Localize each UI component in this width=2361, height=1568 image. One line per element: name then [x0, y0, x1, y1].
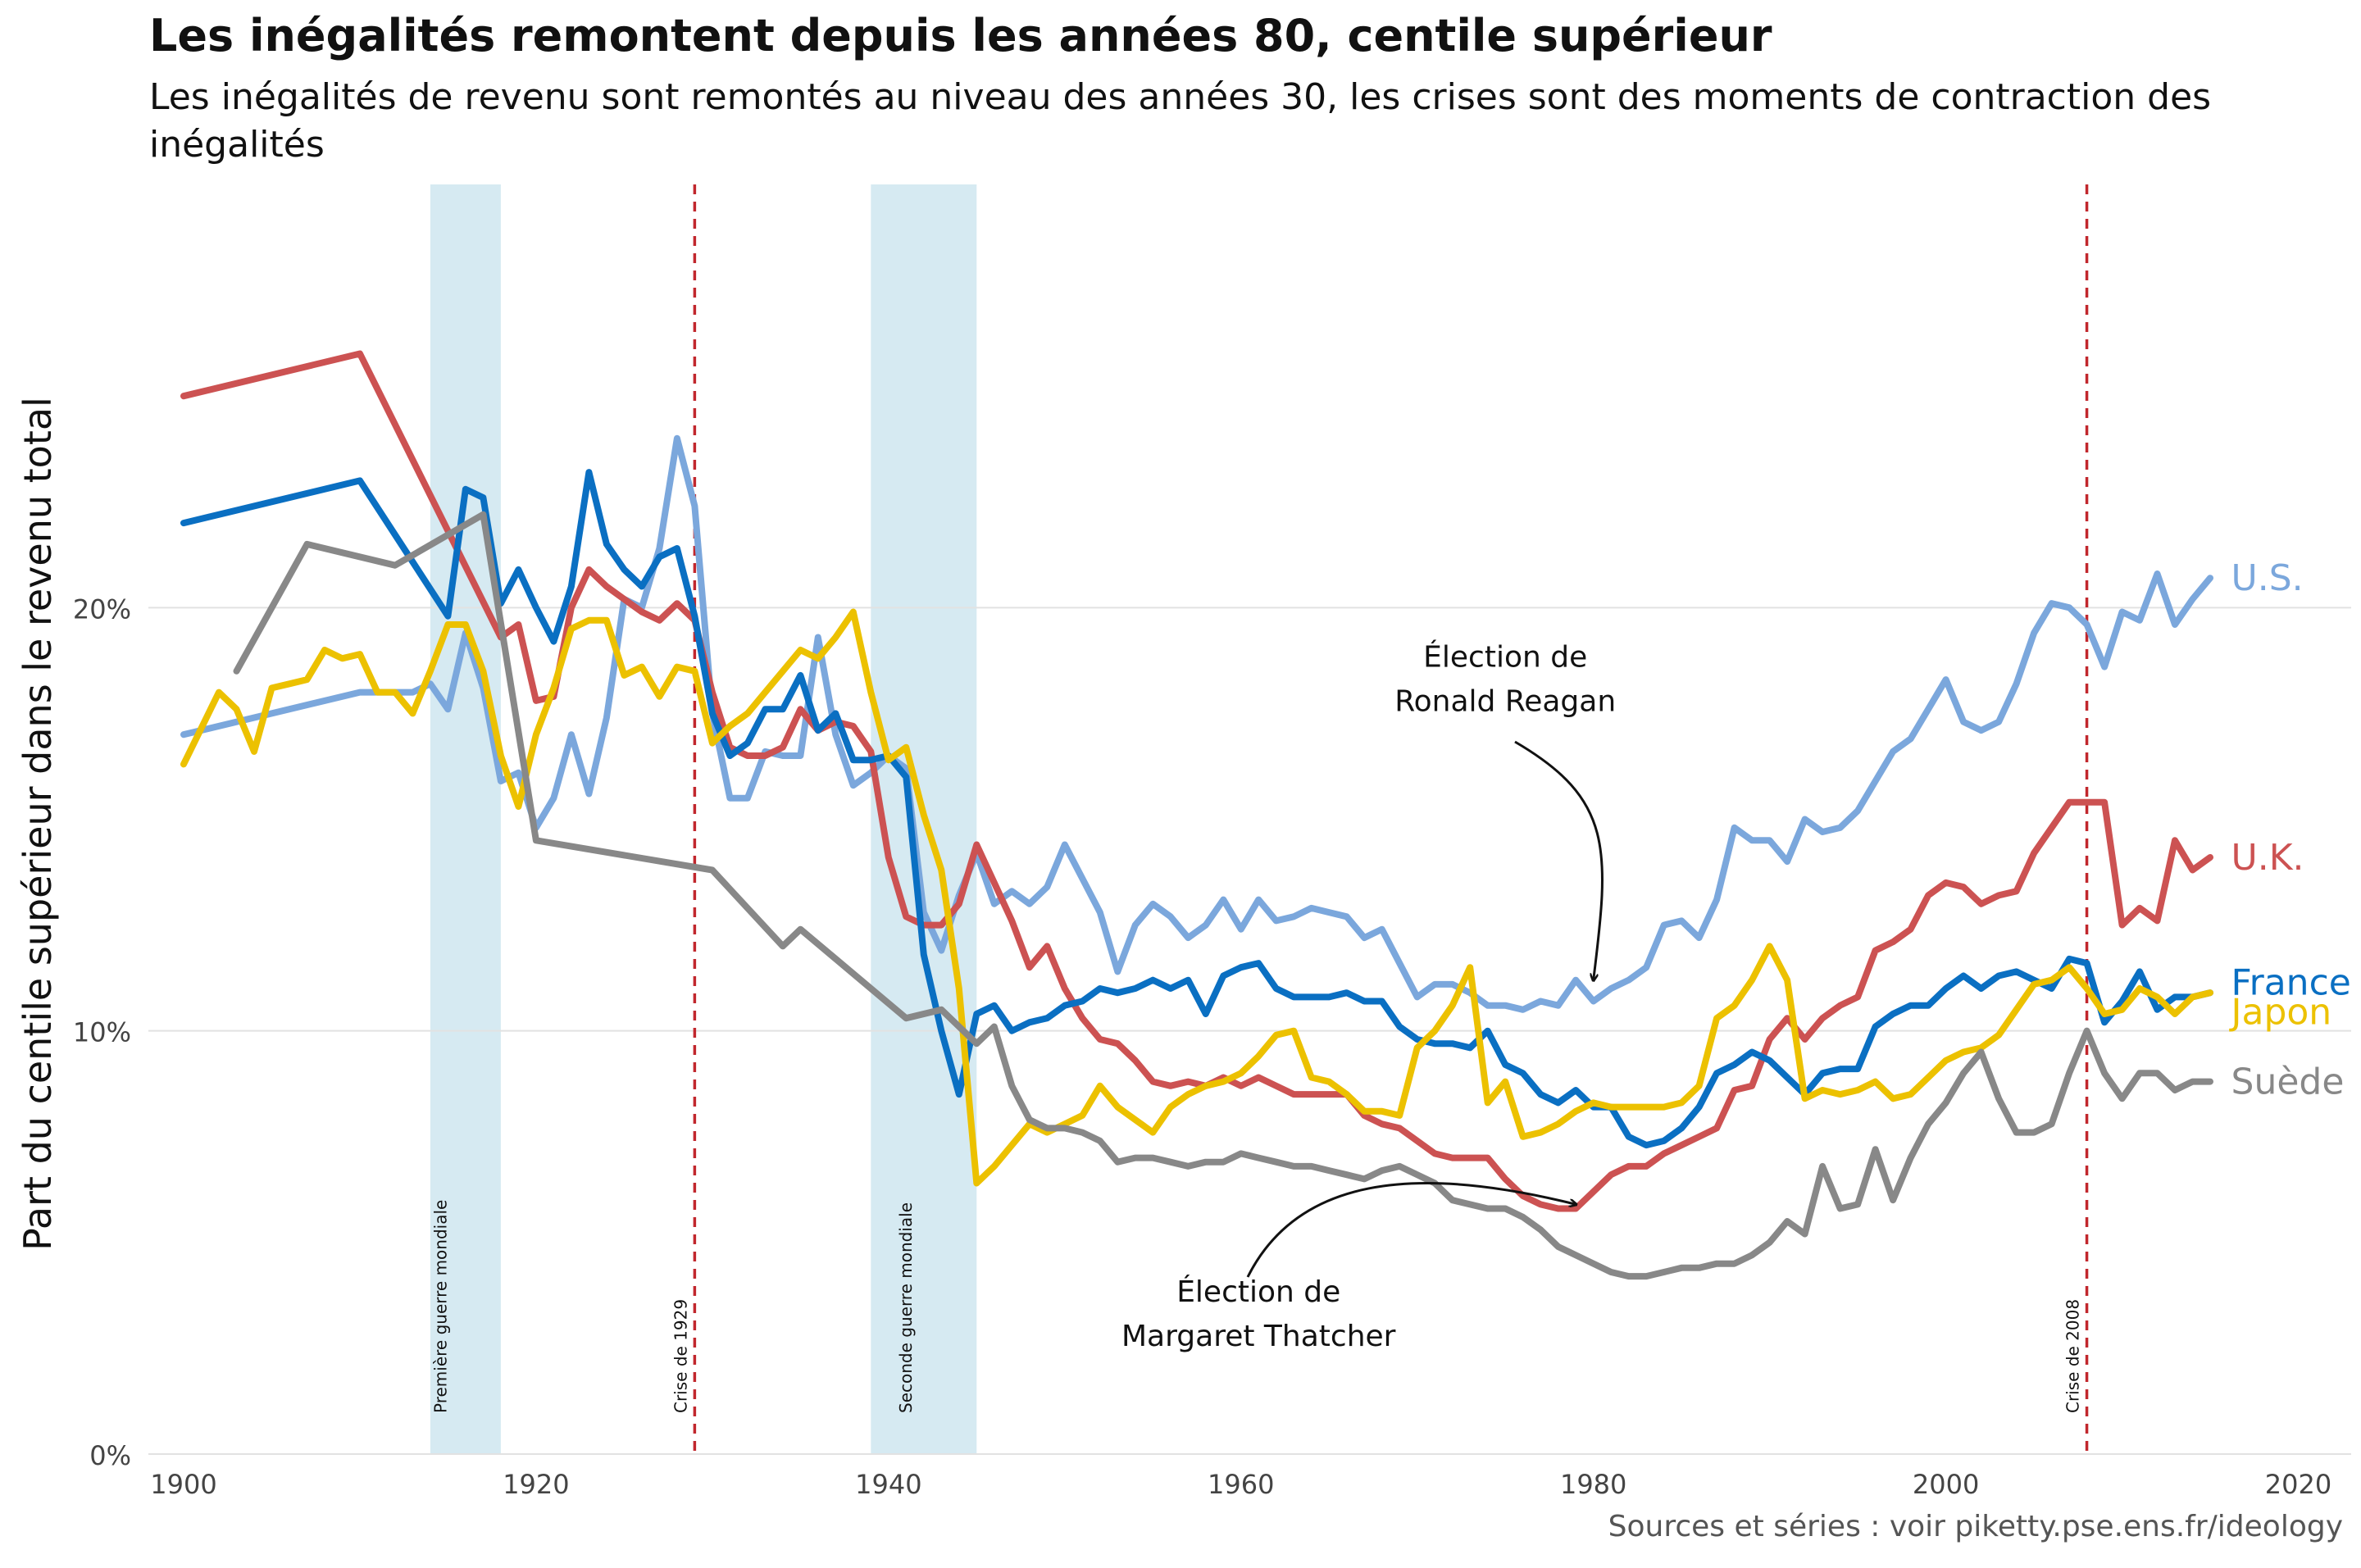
- x-tick-label: 1920: [503, 1469, 569, 1500]
- series-end-label: Suède: [2231, 1061, 2345, 1103]
- war-period-label: Seconde guerre mondiale: [896, 1202, 916, 1413]
- x-tick-label: 1940: [855, 1469, 921, 1500]
- series-end-label: U.K.: [2231, 837, 2304, 879]
- y-axis-label-container: Part du centile supérieur dans le revenu…: [13, 393, 62, 1254]
- gridlines: [148, 607, 2351, 1455]
- x-tick-label: 2020: [2265, 1469, 2331, 1500]
- source-note: Sources et séries : voir piketty.pse.ens…: [1608, 1510, 2343, 1543]
- annotation-text: Ronald Reagan: [1394, 685, 1616, 719]
- x-tick-label: 2000: [1913, 1469, 1979, 1500]
- x-tick-label: 1960: [1208, 1469, 1274, 1500]
- x-tick-label: 1980: [1560, 1469, 1626, 1500]
- war-period-label: Première guerre mondiale: [430, 1200, 450, 1413]
- chart-subtitle: Les inégalités de revenu sont remontés a…: [149, 76, 2212, 166]
- crisis-lines: Crise de 1929 Crise de 2008: [671, 184, 2089, 1454]
- series-end-label: France: [2231, 961, 2351, 1003]
- series-end-label: Japon: [2229, 991, 2332, 1033]
- series-lines: [180, 350, 2213, 1280]
- y-tick-label: 10%: [73, 1017, 131, 1048]
- war-period-band: [430, 184, 501, 1454]
- series-line: [233, 511, 2213, 1280]
- y-axis-label: Part du centile supérieur dans le revenu…: [16, 397, 60, 1251]
- crisis-label: Crise de 1929: [671, 1299, 690, 1413]
- annotation-arrow: [1246, 1182, 1576, 1278]
- shaded-periods: Première guerre mondiale Seconde guerre m…: [430, 184, 977, 1454]
- series-line: [180, 350, 2213, 1212]
- y-tick-label: 20%: [73, 593, 131, 625]
- annotation-text: Margaret Thatcher: [1121, 1320, 1396, 1353]
- annotation-arrow: [1514, 740, 1604, 980]
- chart-title: Les inégalités remontent depuis les anné…: [149, 10, 1772, 61]
- series-line: [180, 434, 2213, 1013]
- crisis-label: Crise de 2008: [2063, 1299, 2083, 1413]
- annotation-text: Élection de: [1176, 1275, 1340, 1309]
- series-end-label: U.S.: [2231, 557, 2304, 599]
- annotations: Élection de Ronald Reagan Élection de Marga…: [1121, 640, 1616, 1354]
- x-tick-label: 1900: [150, 1469, 216, 1500]
- axes: 0% 10% 20% 1900 1920 1940 1960 1980 2000 2020: [73, 593, 2331, 1500]
- series-line: [180, 469, 2213, 1149]
- series-line: [180, 608, 2213, 1187]
- annotation-text: Élection de: [1423, 640, 1587, 675]
- y-tick-label: 0%: [89, 1440, 131, 1471]
